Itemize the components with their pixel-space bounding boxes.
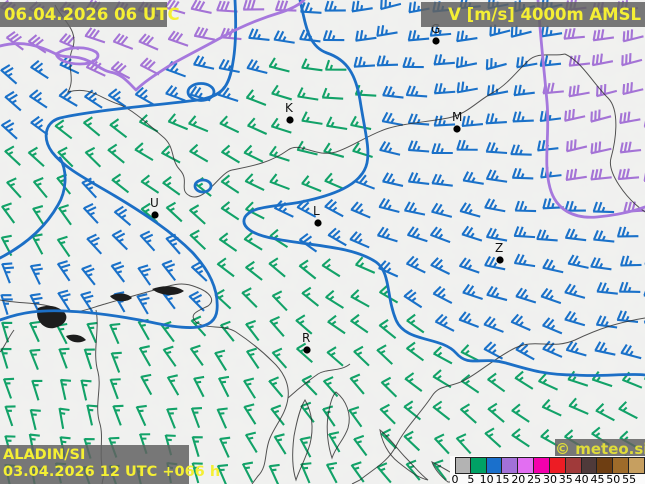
- city-label: K: [285, 101, 294, 115]
- city-dot: [432, 37, 440, 45]
- country-borders: [0, 4, 645, 484]
- legend-color-cell: [581, 457, 598, 474]
- city-label: G: [431, 22, 440, 36]
- city-marker-U: U: [150, 196, 159, 219]
- city-dot: [286, 116, 294, 124]
- legend-value-labels: 0 5 10 15 20 25 30 35 40 45 50 55: [451, 473, 645, 484]
- city-dot: [151, 211, 159, 219]
- run-datetime-label: 06.04.2026 06 UTC: [0, 2, 180, 27]
- variable-level-label: V [m/s] 4000m AMSL: [421, 2, 645, 27]
- legend-value-label: 35: [558, 473, 573, 484]
- legend-value-label: 50: [606, 473, 621, 484]
- city-label: U: [150, 196, 159, 210]
- legend-color-cell: [518, 457, 535, 474]
- legend-value-label: 0: [451, 473, 459, 484]
- legend-value-label: 20: [511, 473, 526, 484]
- legend-color-cell: [629, 457, 645, 474]
- legend-color-cell: [534, 457, 550, 474]
- city-marker-G: G: [431, 22, 440, 45]
- legend-value-label: 25: [527, 473, 542, 484]
- model-name-label: ALADIN/SI: [3, 447, 86, 463]
- legend-value-label: 40: [574, 473, 589, 484]
- legend-value-label: 55: [622, 473, 637, 484]
- city-label: R: [302, 331, 310, 345]
- isotach-contours-purple: [0, 0, 645, 219]
- city-dot: [496, 256, 504, 264]
- city-marker-L: L: [313, 204, 322, 227]
- legend-color-cell: [455, 457, 471, 474]
- city-dot: [453, 125, 461, 133]
- legend-color-cell: [470, 457, 487, 474]
- model-info-box: ALADIN/SI 03.04.2026 12 UTC +066 h: [0, 445, 221, 484]
- legend-value-label: 30: [542, 473, 557, 484]
- wind-speed-legend: 0 5 10 15 20 25 30 35 40 45 50 55: [450, 456, 645, 484]
- city-marker-Z: Z: [495, 241, 504, 264]
- legend-color-cell: [565, 457, 582, 474]
- city-label: M: [452, 110, 462, 124]
- legend-color-scale: [455, 457, 645, 474]
- legend-color-cell: [502, 457, 519, 474]
- legend-color-cell: [613, 457, 630, 474]
- city-marker-M: M: [452, 110, 462, 133]
- legend-value-label: 45: [590, 473, 605, 484]
- legend-value-label: 5: [467, 473, 475, 484]
- city-dot: [303, 346, 311, 354]
- legend-value-label: 15: [495, 473, 510, 484]
- legend-value-label: 10: [479, 473, 494, 484]
- city-marker-K: K: [285, 101, 294, 124]
- legend-color-cell: [486, 457, 503, 474]
- city-label: L: [313, 204, 320, 218]
- attribution-label: © meteo.si: [555, 439, 645, 459]
- city-label: Z: [495, 241, 503, 255]
- isotach-contours-blue: [0, 0, 645, 377]
- city-marker-R: R: [302, 331, 311, 354]
- legend-color-cell: [549, 457, 566, 474]
- city-dot: [314, 219, 322, 227]
- legend-color-cell: [597, 457, 614, 474]
- valid-datetime-label: 03.04.2026 12 UTC +066 h: [3, 464, 221, 480]
- city-markers: G K M U L Z R: [150, 22, 504, 354]
